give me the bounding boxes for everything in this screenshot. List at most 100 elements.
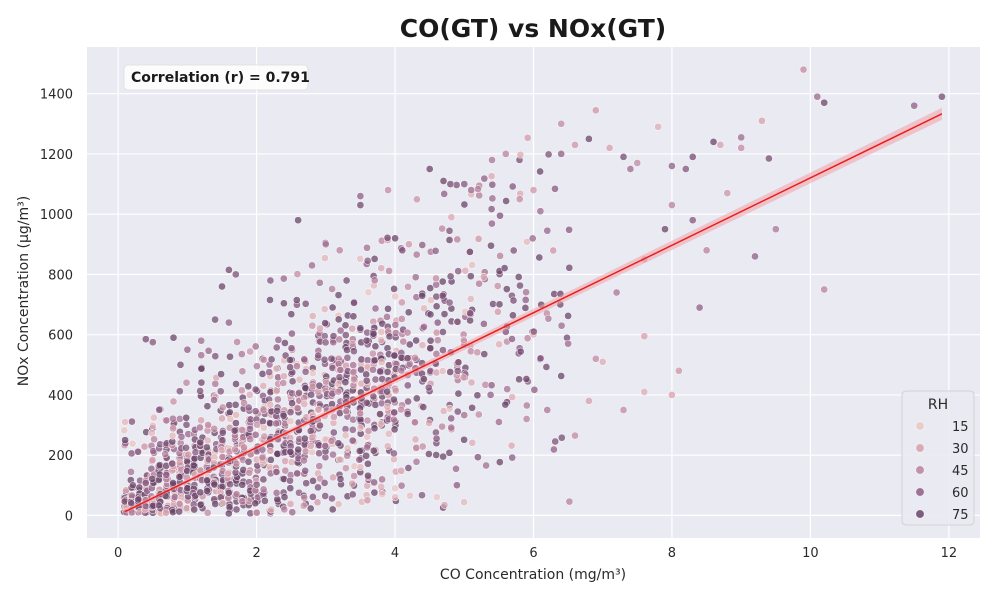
scatter-point (225, 266, 233, 274)
scatter-point (404, 464, 413, 472)
scatter-point (272, 489, 281, 497)
scatter-point (321, 319, 329, 327)
scatter-point (397, 315, 406, 323)
scatter-point (488, 194, 497, 203)
scatter-point (321, 442, 330, 450)
scatter-point (328, 505, 337, 514)
scatter-point (440, 190, 449, 198)
scatter-point (487, 172, 496, 181)
scatter-point (447, 213, 456, 222)
scatter-point (266, 296, 274, 304)
scatter-point (266, 446, 275, 455)
scatter-point (246, 347, 254, 356)
scatter-point (529, 186, 538, 194)
scatter-point (426, 296, 435, 304)
scatter-point (232, 380, 240, 388)
scatter-point (447, 414, 456, 423)
scatter-point (121, 436, 129, 444)
scatter-point (287, 344, 296, 353)
scatter-point (203, 443, 211, 452)
scatter-point (251, 407, 260, 416)
scatter-point (314, 351, 323, 360)
scatter-point (480, 350, 489, 358)
scatter-point (557, 119, 566, 128)
scatter-point (370, 478, 378, 487)
scatter-point (369, 446, 378, 455)
scatter-point (217, 370, 225, 378)
legend-label: 45 (952, 464, 969, 479)
scatter-point (474, 410, 483, 419)
scatter-point (403, 410, 412, 418)
scatter-point (398, 298, 406, 307)
scatter-point (454, 358, 463, 367)
scatter-point (334, 291, 343, 299)
scatter-point (190, 505, 199, 514)
scatter-point (177, 432, 186, 441)
scatter-point (321, 338, 330, 347)
scatter-point (446, 368, 455, 376)
scatter-point (432, 292, 441, 301)
scatter-point (155, 461, 164, 469)
scatter-point (231, 400, 240, 409)
scatter-point (390, 395, 398, 404)
scatter-point (370, 356, 379, 365)
scatter-point (329, 450, 337, 459)
scatter-point (496, 252, 504, 260)
scatter-point (370, 255, 379, 263)
scatter-point (397, 405, 405, 414)
scatter-point (507, 441, 516, 450)
scatter-point (286, 417, 295, 426)
scatter-point (460, 435, 468, 444)
scatter-point (265, 368, 274, 377)
scatter-point (320, 479, 329, 487)
scatter-point (370, 488, 379, 497)
scatter-point (398, 246, 407, 255)
scatter-point (391, 329, 400, 337)
scatter-point (543, 406, 552, 414)
scatter-point (224, 469, 232, 478)
scatter-point (495, 340, 503, 349)
scatter-point (342, 276, 351, 285)
scatter-point (288, 377, 297, 386)
scatter-point (479, 273, 488, 281)
scatter-point (425, 450, 433, 458)
legend-marker (915, 487, 925, 497)
scatter-point (218, 414, 226, 423)
scatter-point (121, 418, 129, 426)
scatter-point (453, 481, 461, 490)
scatter-point (799, 65, 808, 74)
scatter-point (508, 393, 516, 402)
scatter-point (473, 348, 482, 357)
scatter-point (203, 436, 212, 445)
scatter-point (445, 404, 454, 413)
scatter-point (335, 246, 344, 255)
scatter-point (493, 282, 502, 290)
scatter-point (253, 362, 261, 371)
scatter-point (765, 154, 773, 163)
scatter-point (253, 420, 262, 429)
scatter-point (508, 335, 516, 343)
scatter-point (453, 367, 462, 375)
scatter-point (403, 328, 412, 337)
scatter-point (467, 186, 476, 194)
scatter-point (266, 456, 275, 464)
scatter-point (280, 493, 289, 501)
scatter-point (543, 226, 552, 235)
scatter-point (412, 394, 421, 403)
scatter-point (384, 186, 392, 194)
scatter-point (675, 366, 683, 375)
scatter-point (447, 423, 456, 432)
scatter-point (204, 421, 212, 429)
scatter-point (335, 335, 344, 344)
scatter-point (336, 475, 345, 483)
scatter-point (564, 312, 572, 320)
scatter-point (495, 300, 504, 309)
scatter-point (259, 485, 268, 494)
scatter-point (162, 416, 171, 425)
scatter-point (459, 373, 468, 382)
scatter-point (668, 162, 676, 170)
scatter-point (468, 403, 476, 412)
scatter-point (350, 472, 358, 480)
scatter-point (232, 505, 241, 514)
scatter-point (488, 180, 497, 189)
